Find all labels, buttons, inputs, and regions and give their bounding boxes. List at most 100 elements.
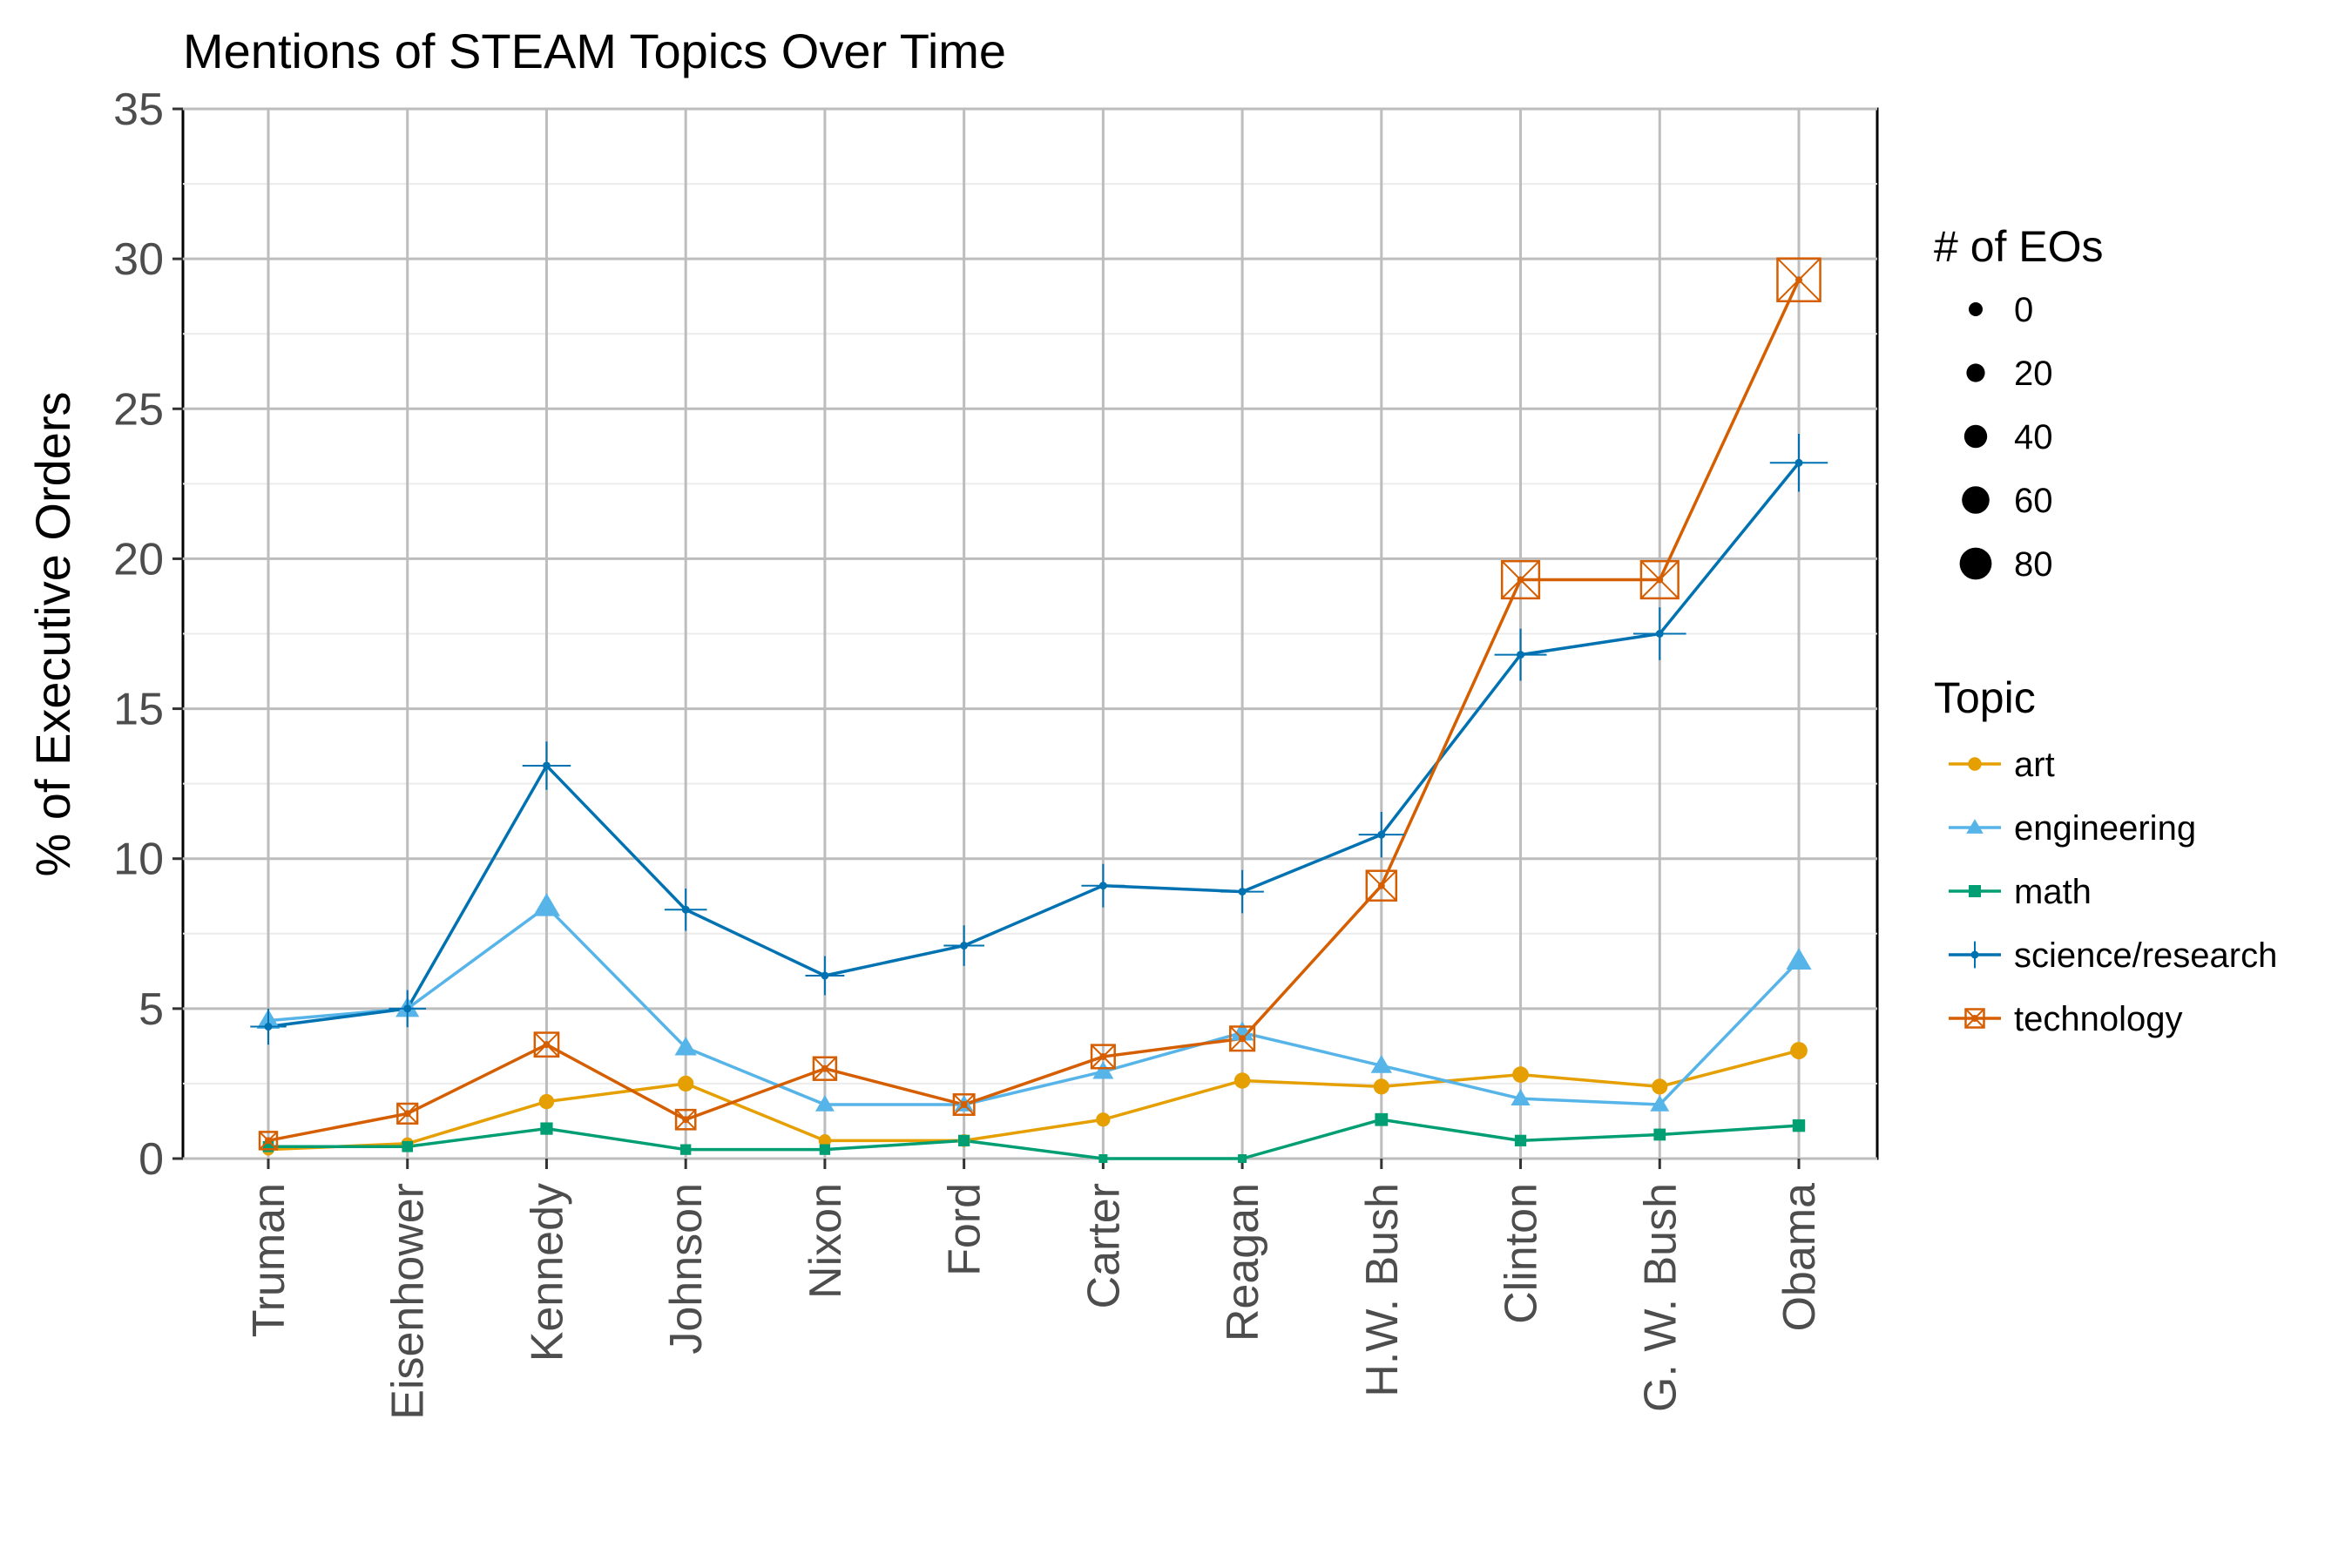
point-technology: [396, 1102, 419, 1125]
size-legend-key: [1969, 302, 1983, 316]
point-technology: [533, 1031, 560, 1058]
size-legend-title: # of EOs: [1934, 222, 2104, 271]
point-science-research: [389, 990, 427, 1028]
series-line-science-research: [267, 462, 1801, 1029]
x-tick-label: H.W. Bush: [1357, 1183, 1408, 1397]
y-tick-label: 35: [113, 84, 164, 135]
point-art: [1652, 1078, 1668, 1095]
point-art: [1790, 1042, 1808, 1059]
box-dot: [1517, 576, 1524, 584]
box: [1365, 869, 1398, 902]
x-tick-label: Truman: [244, 1183, 294, 1337]
box: [1639, 559, 1680, 600]
size-legend-key: [1962, 486, 1990, 514]
box: [258, 1131, 279, 1151]
box-dot: [1971, 1015, 1978, 1022]
point-engineering: [1650, 1095, 1670, 1112]
box-dot: [682, 1116, 690, 1124]
point-technology: [812, 1056, 838, 1081]
plus-dot: [542, 761, 551, 770]
point-science-research: [943, 925, 984, 966]
legend-key-marker: [1961, 941, 1989, 969]
legend-key-marker: [1969, 885, 1981, 897]
size-legend-label: 80: [2014, 545, 2053, 584]
box-dot: [1377, 882, 1385, 889]
box: [674, 1108, 697, 1131]
point-science-research: [522, 741, 571, 790]
chart-title: Mentions of STEAM Topics Over Time: [183, 24, 1006, 78]
point-art: [678, 1075, 694, 1092]
series-lines: [267, 279, 1801, 1160]
size-legend-label: 0: [2014, 291, 2033, 329]
legend-key-marker: [1968, 757, 1982, 771]
y-tick-label: 30: [113, 234, 164, 285]
x-tick-label: Eisenhower: [383, 1183, 434, 1420]
plus-dot: [403, 1004, 412, 1013]
point-science-research: [1081, 863, 1125, 908]
series-line-engineering: [267, 905, 1801, 1106]
box: [396, 1102, 419, 1125]
x-tick-label: Clinton: [1497, 1183, 1547, 1324]
point-math: [540, 1122, 553, 1135]
point-math: [1238, 1154, 1247, 1163]
size-legend-key: [1959, 547, 1992, 580]
point-technology: [258, 1131, 279, 1151]
box-dot: [403, 1110, 411, 1118]
y-tick-label: 15: [113, 685, 164, 735]
plus-dot: [1098, 882, 1107, 890]
size-legend-key: [1966, 363, 1985, 382]
box: [1500, 559, 1541, 600]
point-art: [1512, 1066, 1529, 1083]
legend-key-marker: [1964, 1008, 1985, 1029]
point-engineering: [1511, 1088, 1531, 1105]
topic-legend: art engineering math science/research techno…: [1949, 746, 2277, 1038]
point-math: [402, 1140, 414, 1152]
box-dot: [960, 1101, 968, 1109]
series-line-art: [267, 1049, 1800, 1152]
y-tick-label: 25: [113, 384, 164, 435]
box-dot: [543, 1041, 551, 1049]
legend-label: math: [2014, 873, 2092, 911]
point-science-research: [805, 956, 845, 996]
box: [1964, 1008, 1985, 1029]
x-axis-ticks: Truman Eisenhower Kennedy Johnson Nixon Ford C…: [244, 1159, 1825, 1420]
legend-key-marker: [1966, 819, 1984, 834]
point-art: [1096, 1112, 1111, 1127]
plus-dot: [821, 971, 829, 980]
point-art: [1233, 1072, 1251, 1089]
box-dot: [1239, 1035, 1247, 1043]
box: [1776, 257, 1821, 303]
point-science-research: [1632, 607, 1686, 660]
point-math: [1375, 1112, 1389, 1126]
plus-dot: [1238, 888, 1247, 896]
box-dot: [1099, 1052, 1107, 1060]
x-tick-label: Carter: [1078, 1183, 1129, 1308]
x-tick-label: Nixon: [801, 1183, 851, 1299]
series-line-technology: [267, 279, 1801, 1143]
point-technology: [1365, 869, 1398, 902]
y-tick-label: 10: [113, 835, 164, 885]
size-legend-key: [1963, 424, 1988, 449]
topic-legend-title: Topic: [1934, 673, 2036, 722]
box: [812, 1056, 838, 1081]
legend-label: engineering: [2014, 809, 2196, 848]
point-technology: [1090, 1044, 1116, 1070]
plus-dot: [1377, 830, 1386, 839]
point-math: [1098, 1154, 1108, 1163]
point-engineering: [532, 893, 560, 916]
plus-dot: [1970, 950, 1979, 959]
legend-label: technology: [2014, 1000, 2182, 1038]
x-tick-label: Ford: [940, 1183, 990, 1276]
y-tick-label: 5: [139, 984, 164, 1035]
box-dot: [1656, 576, 1664, 584]
point-math: [819, 1144, 831, 1155]
point-technology: [1229, 1025, 1256, 1052]
size-legend-label: 40: [2014, 418, 2053, 456]
point-art: [1373, 1078, 1389, 1095]
point-science-research: [664, 888, 707, 931]
size-legend-label: 20: [2014, 355, 2053, 393]
point-engineering: [814, 1095, 835, 1112]
point-technology: [1639, 559, 1680, 600]
point-technology: [674, 1108, 697, 1131]
